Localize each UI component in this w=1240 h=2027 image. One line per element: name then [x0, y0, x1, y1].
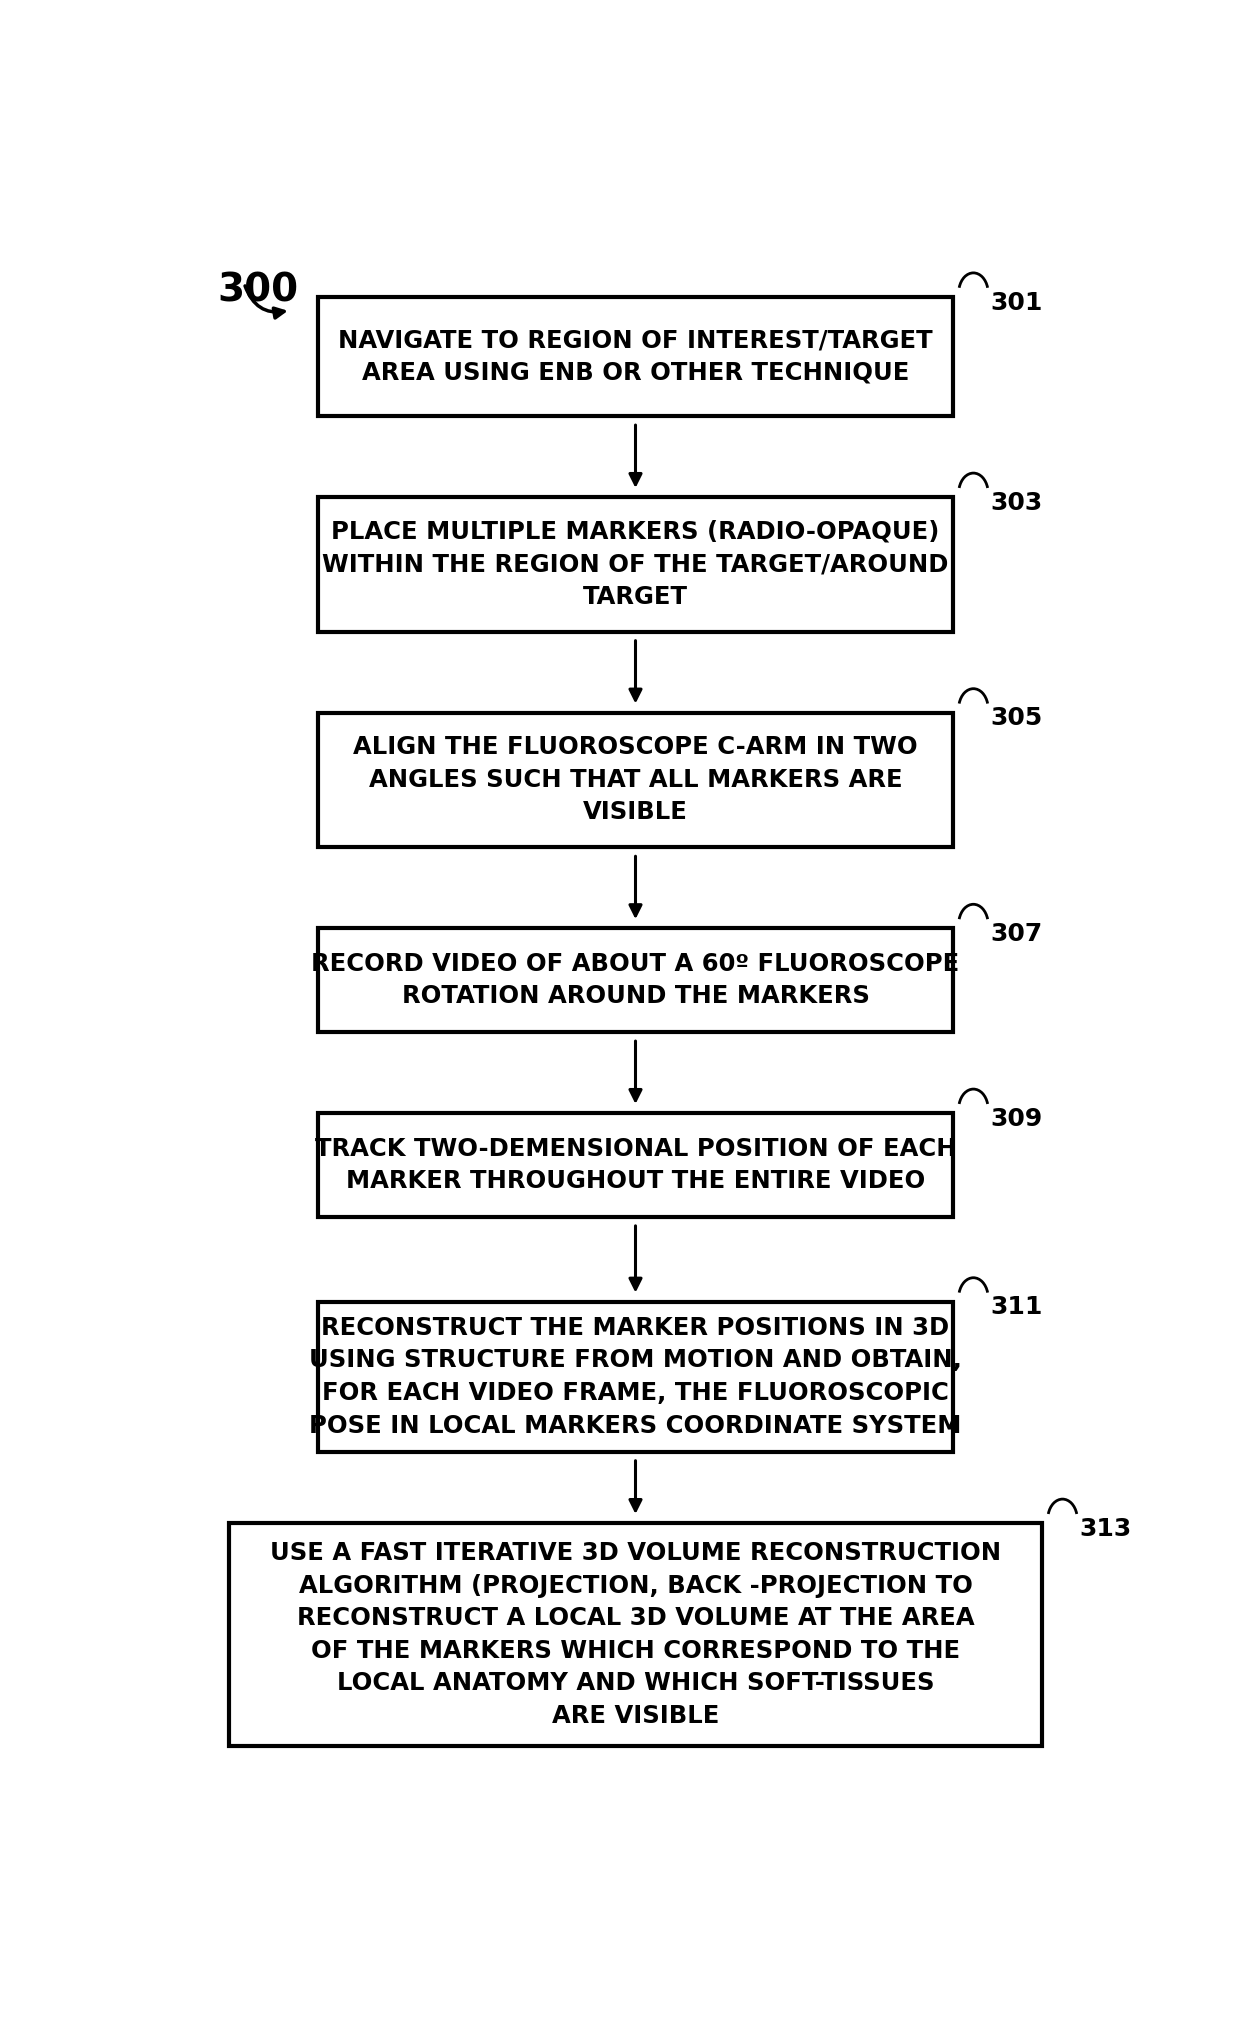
Text: 313: 313 [1080, 1516, 1132, 1541]
Text: 303: 303 [991, 491, 1043, 515]
Text: RECORD VIDEO OF ABOUT A 60º FLUOROSCOPE
ROTATION AROUND THE MARKERS: RECORD VIDEO OF ABOUT A 60º FLUOROSCOPE … [311, 953, 960, 1007]
Text: 311: 311 [991, 1295, 1043, 1320]
FancyBboxPatch shape [317, 1301, 954, 1451]
Text: ALIGN THE FLUOROSCOPE C-ARM IN TWO
ANGLES SUCH THAT ALL MARKERS ARE
VISIBLE: ALIGN THE FLUOROSCOPE C-ARM IN TWO ANGLE… [353, 736, 918, 825]
Text: PLACE MULTIPLE MARKERS (RADIO-OPAQUE)
WITHIN THE REGION OF THE TARGET/AROUND
TAR: PLACE MULTIPLE MARKERS (RADIO-OPAQUE) WI… [322, 519, 949, 608]
FancyBboxPatch shape [228, 1522, 1043, 1747]
FancyBboxPatch shape [317, 1113, 954, 1216]
FancyBboxPatch shape [317, 497, 954, 632]
FancyBboxPatch shape [317, 714, 954, 847]
FancyBboxPatch shape [317, 928, 954, 1032]
Text: TRACK TWO-DEMENSIONAL POSITION OF EACH
MARKER THROUGHOUT THE ENTIRE VIDEO: TRACK TWO-DEMENSIONAL POSITION OF EACH M… [315, 1137, 956, 1194]
Text: RECONSTRUCT THE MARKER POSITIONS IN 3D
USING STRUCTURE FROM MOTION AND OBTAIN,
F: RECONSTRUCT THE MARKER POSITIONS IN 3D U… [309, 1316, 962, 1437]
Text: 300: 300 [217, 272, 298, 310]
Text: 307: 307 [991, 922, 1043, 947]
Text: 301: 301 [991, 290, 1043, 314]
FancyArrowPatch shape [246, 286, 284, 318]
Text: USE A FAST ITERATIVE 3D VOLUME RECONSTRUCTION
ALGORITHM (PROJECTION, BACK -PROJE: USE A FAST ITERATIVE 3D VOLUME RECONSTRU… [270, 1541, 1001, 1727]
Text: NAVIGATE TO REGION OF INTEREST/TARGET
AREA USING ENB OR OTHER TECHNIQUE: NAVIGATE TO REGION OF INTEREST/TARGET AR… [339, 328, 932, 385]
FancyBboxPatch shape [317, 296, 954, 416]
Text: 305: 305 [991, 705, 1043, 730]
Text: 309: 309 [991, 1107, 1043, 1131]
